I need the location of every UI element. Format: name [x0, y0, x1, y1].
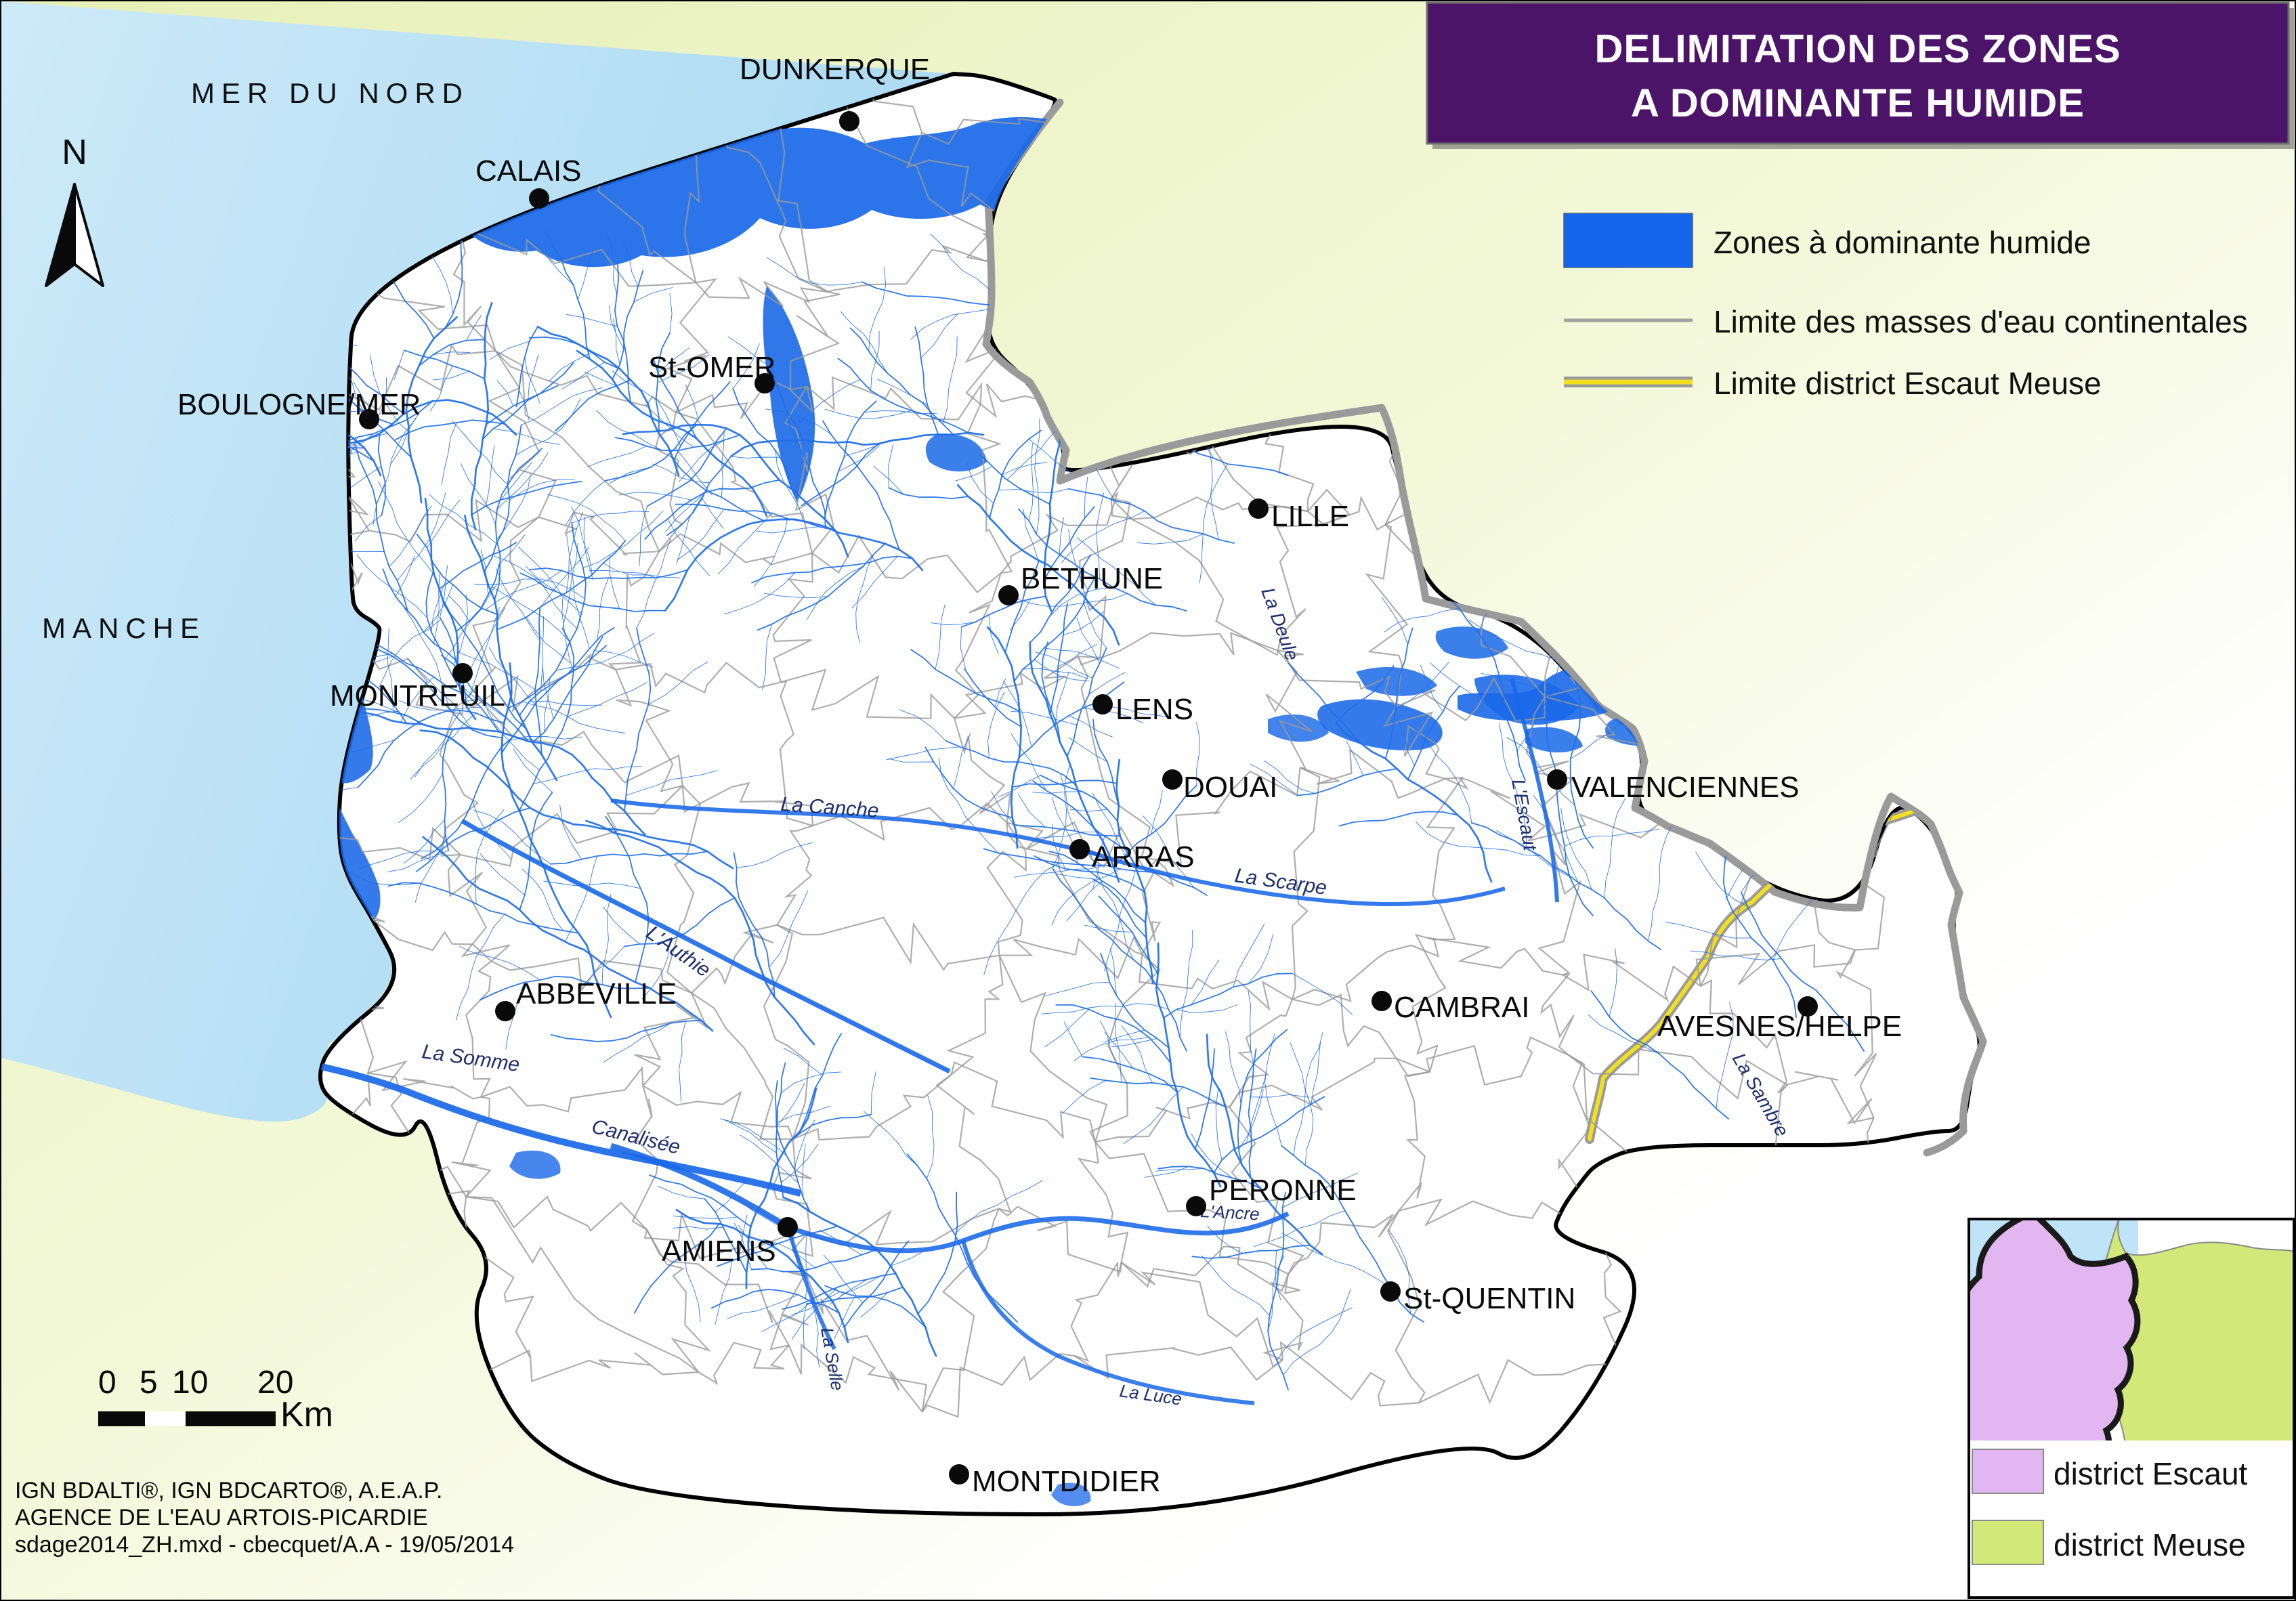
svg-text:MER DU NORD: MER DU NORD [191, 77, 469, 109]
svg-text:10: 10 [172, 1365, 208, 1401]
svg-text:MANCHE: MANCHE [42, 612, 206, 644]
svg-text:St-QUENTIN: St-QUENTIN [1403, 1282, 1575, 1315]
svg-text:DELIMITATION DES ZONES: DELIMITATION DES ZONES [1594, 27, 2121, 71]
svg-text:VALENCIENNES: VALENCIENNES [1571, 771, 1800, 804]
svg-text:DUNKERQUE: DUNKERQUE [740, 53, 930, 86]
svg-text:AMIENS: AMIENS [662, 1235, 776, 1268]
svg-text:A DOMINANTE HUMIDE: A DOMINANTE HUMIDE [1631, 81, 2085, 125]
svg-text:LENS: LENS [1115, 693, 1193, 726]
svg-text:CALAIS: CALAIS [475, 154, 582, 188]
svg-text:DOUAI: DOUAI [1183, 771, 1277, 804]
svg-text:5: 5 [140, 1365, 158, 1401]
svg-text:IGN BDALTI®, IGN BDCARTO®, A.E: IGN BDALTI®, IGN BDCARTO®, A.E.A.P. [15, 1478, 442, 1503]
svg-text:Limite des masses d'eau contin: Limite des masses d'eau continentales [1714, 304, 2248, 339]
svg-text:Km: Km [280, 1395, 333, 1434]
svg-text:ARRAS: ARRAS [1092, 840, 1195, 874]
svg-text:PERONNE: PERONNE [1209, 1174, 1357, 1207]
svg-text:Limite district Escaut Meuse: Limite district Escaut Meuse [1714, 366, 2102, 401]
svg-text:CAMBRAI: CAMBRAI [1394, 991, 1529, 1024]
svg-text:BOULOGNE/MER: BOULOGNE/MER [177, 388, 421, 421]
svg-text:district Escaut: district Escaut [2054, 1456, 2248, 1491]
svg-text:0: 0 [98, 1365, 116, 1401]
svg-text:MONTDIDIER: MONTDIDIER [972, 1465, 1161, 1498]
svg-text:Zones à dominante humide: Zones à dominante humide [1714, 225, 2091, 260]
svg-text:AGENCE DE L'EAU ARTOIS-PICARDI: AGENCE DE L'EAU ARTOIS-PICARDIE [15, 1505, 428, 1531]
svg-text:St-OMER: St-OMER [648, 351, 775, 384]
svg-text:LILLE: LILLE [1271, 500, 1349, 533]
svg-text:BETHUNE: BETHUNE [1021, 562, 1163, 595]
svg-text:MONTREUIL: MONTREUIL [330, 679, 505, 712]
svg-text:sdage2014_ZH.mxd - cbecquet/A.: sdage2014_ZH.mxd - cbecquet/A.A - 19/05/… [15, 1532, 514, 1558]
svg-text:district Meuse: district Meuse [2054, 1527, 2246, 1562]
svg-text:ABBEVILLE: ABBEVILLE [516, 977, 677, 1010]
svg-text:N: N [62, 133, 87, 172]
svg-text:AVESNES/HELPE: AVESNES/HELPE [1657, 1010, 1902, 1043]
